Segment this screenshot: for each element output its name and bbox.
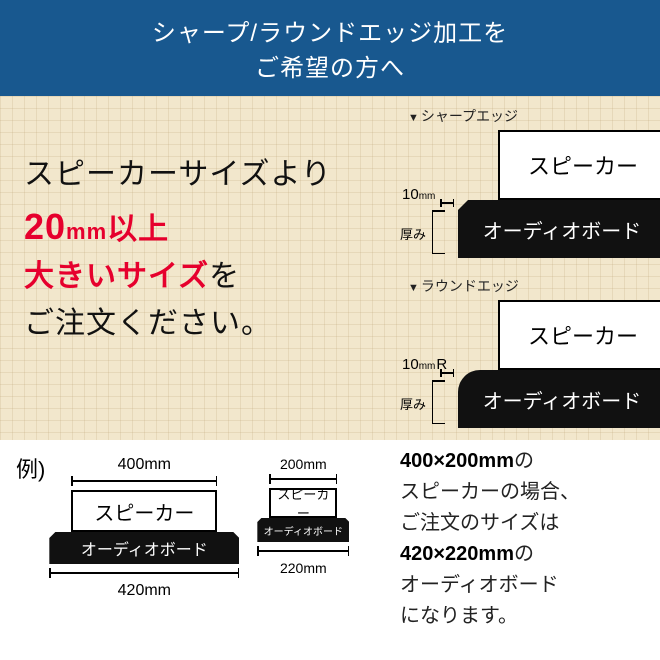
main-after: 以上 bbox=[107, 213, 169, 246]
example-small-bot-line-icon bbox=[257, 546, 349, 556]
round-mm: mm bbox=[419, 361, 436, 372]
example-small-board: オーディオボード bbox=[257, 518, 349, 542]
sharp-mm: mm bbox=[419, 191, 436, 202]
round-edge-block: ラウンドエッジ スピーカー オーディオボード 10mmR 厚み bbox=[402, 276, 660, 438]
br-line2: スピーカーの場合、 bbox=[400, 477, 580, 508]
header-banner: シャープ/ラウンドエッジ加工を ご希望の方へ bbox=[0, 0, 660, 96]
example-diagrams: 400mm スピーカー オーディオボード 420mm 200mm スピーカー オ… bbox=[49, 450, 349, 660]
example-large-top-dim: 400mm bbox=[49, 456, 239, 474]
main-num: 20 bbox=[24, 206, 66, 247]
example-large: 400mm スピーカー オーディオボード 420mm bbox=[49, 456, 239, 602]
br-t1: の bbox=[514, 450, 534, 472]
sharp-board-box: オーディオボード bbox=[458, 200, 660, 258]
round-10: 10 bbox=[402, 356, 419, 373]
main-line3-red: 大きいサイズ bbox=[24, 260, 209, 293]
example-large-speaker: スピーカー bbox=[71, 490, 217, 532]
sharp-10mm-line-icon bbox=[440, 202, 454, 204]
sharp-edge-block: シャープエッジ スピーカー オーディオボード 10mm 厚み bbox=[402, 106, 660, 268]
example-small-speaker: スピーカー bbox=[269, 488, 337, 518]
br-line1: 400×200mmの bbox=[400, 446, 580, 477]
example-large-top-line-icon bbox=[71, 476, 217, 486]
example-small-top-line-icon bbox=[269, 474, 337, 484]
sharp-10: 10 bbox=[402, 186, 419, 203]
main-line4: ご注文ください。 bbox=[24, 301, 332, 348]
sharp-speaker-box: スピーカー bbox=[498, 130, 660, 200]
round-atsumi-bracket-icon bbox=[432, 380, 446, 424]
example-large-board: オーディオボード bbox=[49, 532, 239, 564]
example-small: 200mm スピーカー オーディオボード 220mm bbox=[257, 456, 349, 578]
round-atsumi-label: 厚み bbox=[400, 394, 426, 413]
main-line3-after: を bbox=[209, 260, 240, 293]
br-line6: になります。 bbox=[400, 601, 580, 632]
sharp-edge-caption: シャープエッジ bbox=[408, 106, 660, 126]
banner-line1: シャープ/ラウンドエッジ加工を bbox=[152, 13, 508, 48]
sharp-atsumi-label: 厚み bbox=[400, 224, 426, 243]
main-line3: 大きいサイズを bbox=[24, 254, 332, 301]
round-edge-caption: ラウンドエッジ bbox=[408, 276, 660, 296]
example-label: 例) bbox=[16, 450, 49, 660]
example-large-bot-dim: 420mm bbox=[49, 582, 239, 600]
example-small-bot-dim: 220mm bbox=[257, 560, 349, 576]
round-10mm-line-icon bbox=[440, 372, 454, 374]
sharp-edge-diagram: スピーカー オーディオボード 10mm 厚み bbox=[412, 130, 660, 268]
bottom-right-text: 400×200mmの スピーカーの場合、 ご注文のサイズは 420×220mmの… bbox=[400, 446, 580, 632]
round-board-box: オーディオボード bbox=[458, 370, 660, 428]
main-instruction-text: スピーカーサイズより 20mm以上 大きいサイズを ご注文ください。 bbox=[24, 152, 332, 347]
round-speaker-box: スピーカー bbox=[498, 300, 660, 370]
example-large-bot-line-icon bbox=[49, 568, 239, 578]
br-line4: 420×220mmの bbox=[400, 539, 580, 570]
br-line5: オーディオボード bbox=[400, 570, 580, 601]
round-R: R bbox=[436, 356, 447, 373]
main-mm: mm bbox=[66, 219, 107, 244]
br-t4: の bbox=[514, 543, 534, 565]
example-small-top-dim: 200mm bbox=[257, 456, 349, 472]
br-b1: 400×200mm bbox=[400, 450, 514, 472]
br-line3: ご注文のサイズは bbox=[400, 508, 580, 539]
br-b2: 420×220mm bbox=[400, 543, 514, 565]
main-line1: スピーカーサイズより bbox=[24, 152, 332, 199]
banner-line2: ご希望の方へ bbox=[255, 48, 405, 83]
round-edge-diagram: スピーカー オーディオボード 10mmR 厚み bbox=[412, 300, 660, 438]
grid-background: スピーカーサイズより 20mm以上 大きいサイズを ご注文ください。 シャープエ… bbox=[0, 96, 660, 440]
sharp-10mm-label: 10mm bbox=[402, 186, 435, 203]
example-section: 例) 400mm スピーカー オーディオボード 420mm 200mm スピーカ… bbox=[0, 440, 660, 660]
main-line2-red: 20mm以上 bbox=[24, 199, 332, 255]
sharp-atsumi-bracket-icon bbox=[432, 210, 446, 254]
